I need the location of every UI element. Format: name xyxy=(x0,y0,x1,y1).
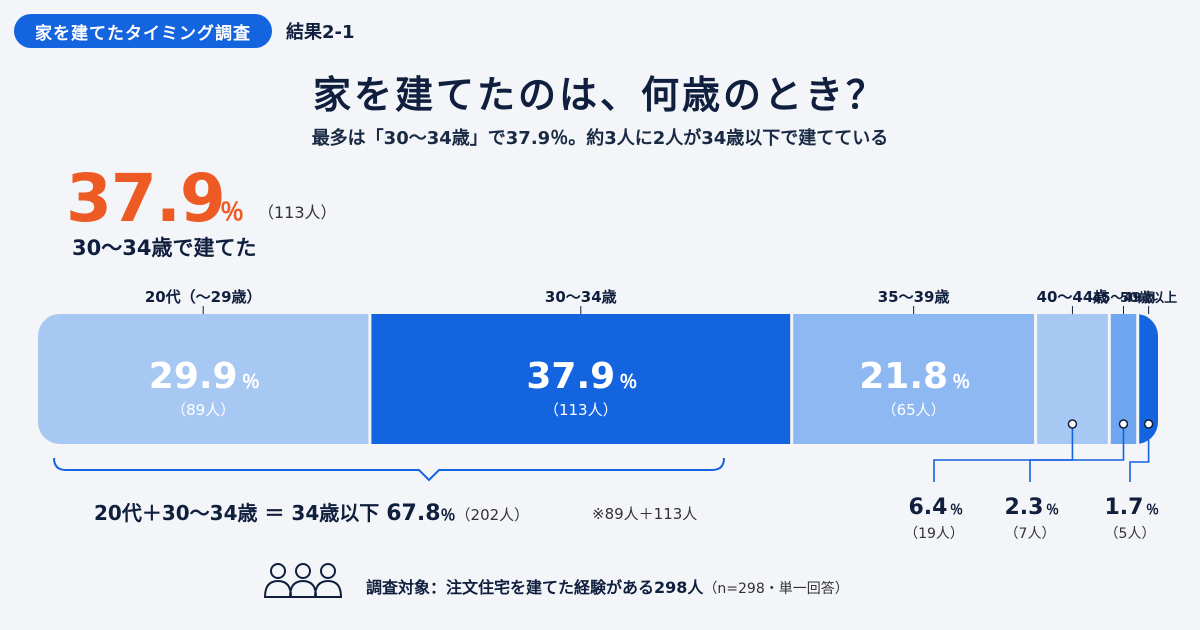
count-label-1: （113人） xyxy=(544,401,618,419)
survey-description: 調査対象：注文住宅を建てた経験がある298人（n=298・単一回答） xyxy=(366,574,849,598)
value-unit-0: ％ xyxy=(242,372,260,393)
page-subtitle: 最多は「30～34歳」で37.9％。約3人に2人が34歳以下で建てている xyxy=(311,128,889,149)
count-label-0: （89人） xyxy=(171,401,235,419)
summary-count: （202人） xyxy=(455,506,530,524)
category-label-5: 50歳以上 xyxy=(1120,290,1177,306)
count-label-2: （65人） xyxy=(882,401,946,419)
page-title: 家を建てたのは、何歳のとき？ xyxy=(312,73,887,117)
callout-dot-5 xyxy=(1143,419,1154,429)
highlight-percent-unit: ％ xyxy=(220,198,244,226)
category-label-4: 45～49歳 xyxy=(1092,290,1154,306)
summary-note: ※89人＋113人 xyxy=(592,505,698,523)
bar-segment-0 xyxy=(38,314,369,444)
highlight-count: （113人） xyxy=(258,203,337,222)
value-unit-1: ％ xyxy=(619,372,637,393)
highlight-percent-value: 37.9 xyxy=(66,160,226,237)
survey-tag-badge: 家を建てたタイミング調査 xyxy=(14,14,272,48)
value-label-3: 6.4 xyxy=(909,495,948,520)
callout-line-4 xyxy=(1029,424,1125,482)
summary-line: 20代＋30～34歳 ＝ 34歳以下 67.8％（202人） xyxy=(94,497,529,526)
value-unit-4: ％ xyxy=(1046,503,1059,518)
survey-text: 調査対象：注文住宅を建てた経験がある298人 xyxy=(366,578,704,597)
value-label-4: 2.3 xyxy=(1005,495,1044,520)
highlight-label: 30～34歳で建てた xyxy=(72,236,257,260)
result-number: 結果2-1 xyxy=(286,22,355,43)
callout-dot-3 xyxy=(1067,419,1078,429)
survey-detail: （n=298・単一回答） xyxy=(703,581,849,597)
value-label-0: 29.9 xyxy=(149,356,238,397)
bar-segment-2 xyxy=(793,314,1035,444)
value-label-5: 1.7 xyxy=(1105,495,1144,520)
callout-dot-4 xyxy=(1118,419,1129,429)
people-icon xyxy=(263,563,343,598)
summary-bracket xyxy=(53,457,725,482)
value-unit-2: ％ xyxy=(952,372,970,393)
value-label-1: 37.9 xyxy=(526,356,615,397)
callout-line-3 xyxy=(933,424,1074,482)
value-label-2: 21.8 xyxy=(859,356,948,397)
category-label-2: 35～39歳 xyxy=(878,288,950,306)
callout-line-5 xyxy=(1129,424,1150,482)
category-label-3: 40～44歳 xyxy=(1037,288,1109,306)
summary-value: 67.8 xyxy=(386,501,441,526)
count-label-5: （5人） xyxy=(1105,526,1156,542)
count-label-4: （7人） xyxy=(1005,526,1056,542)
summary-prefix: 20代＋30～34歳 ＝ 34歳以下 xyxy=(94,501,380,525)
value-unit-3: ％ xyxy=(950,503,963,518)
summary-unit: ％ xyxy=(440,506,456,524)
bar-segment-5 xyxy=(1139,314,1158,444)
category-label-1: 30～34歳 xyxy=(545,288,617,306)
category-label-0: 20代（～29歳） xyxy=(145,288,262,306)
count-label-3: （19人） xyxy=(904,526,964,542)
value-unit-5: ％ xyxy=(1146,503,1159,518)
bar-segment-1 xyxy=(371,314,791,444)
